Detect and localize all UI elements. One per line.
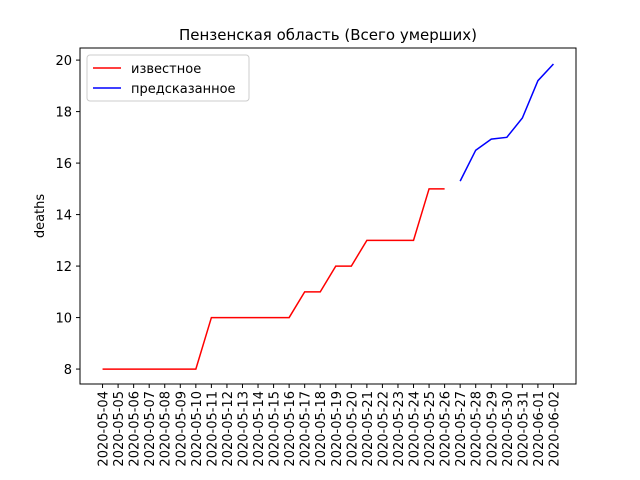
x-tick-label: 2020-05-05 [112,391,127,467]
x-tick-label: 2020-05-18 [314,391,329,467]
y-tick-label: 20 [55,54,72,69]
x-tick-label: 2020-05-09 [174,391,189,467]
x-tick-label: 2020-05-10 [190,391,205,467]
x-tick-label: 2020-05-23 [392,391,407,467]
y-axis-label: deaths [33,194,48,239]
x-tick-label: 2020-05-22 [376,391,391,467]
x-tick-label: 2020-05-28 [470,391,485,467]
x-tick-label: 2020-05-30 [501,391,516,467]
x-tick-label: 2020-05-11 [205,391,220,467]
x-tick-label: 2020-06-02 [547,391,562,467]
x-tick-label: 2020-05-27 [454,391,469,467]
x-tick-label: 2020-05-06 [128,391,143,467]
legend-box [86,54,250,102]
x-tick-label: 2020-05-13 [236,391,251,467]
y-tick-label: 12 [55,260,72,275]
x-tick-label: 2020-05-21 [361,391,376,467]
x-tick-label: 2020-05-31 [516,391,531,467]
x-tick-label: 2020-05-29 [485,391,500,467]
plot-frame [79,47,577,385]
x-tick-label: 2020-06-01 [532,391,547,467]
legend-label: предсказанное [131,82,236,97]
y-tick-label: 10 [55,312,72,327]
x-tick-label: 2020-05-14 [252,391,267,467]
legend-label: известное [131,62,201,77]
x-tick-label: 2020-05-07 [143,391,158,467]
line-series [459,63,554,182]
line-series [102,188,445,370]
x-tick-label: 2020-05-17 [299,391,314,467]
x-tick-label: 2020-05-08 [159,391,174,467]
x-tick-label: 2020-05-25 [423,391,438,467]
x-tick-label: 2020-05-26 [439,391,454,467]
y-tick-label: 18 [55,106,72,121]
x-tick-label: 2020-05-16 [283,391,298,467]
x-tick-label: 2020-05-04 [97,391,112,467]
y-tick-label: 14 [55,209,72,224]
x-tick-label: 2020-05-12 [221,391,236,467]
y-tick-label: 16 [55,157,72,172]
y-tick-label: 8 [64,363,72,378]
x-tick-label: 2020-05-20 [345,391,360,467]
x-tick-label: 2020-05-24 [408,391,423,467]
x-tick-label: 2020-05-19 [330,391,345,467]
x-tick-label: 2020-05-15 [268,391,283,467]
chart-title: Пензенская область (Всего умерших) [179,26,477,44]
